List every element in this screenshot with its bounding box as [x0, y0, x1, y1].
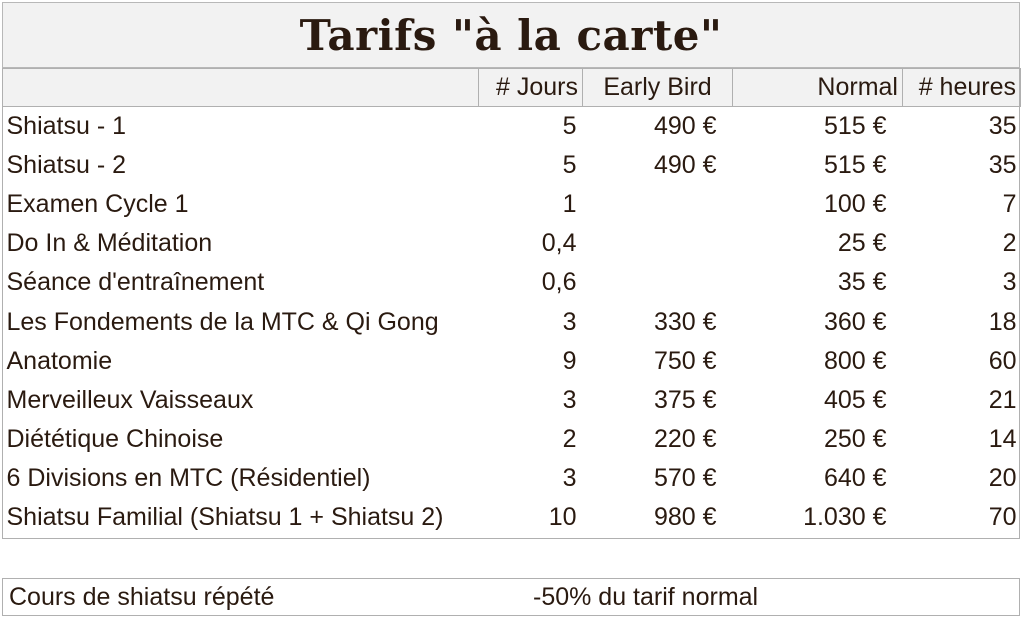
days-cell: 3 — [562, 385, 577, 414]
header-hours: # heures — [902, 68, 1021, 107]
table-row: Les Fondements de la MTC & Qi Gong 3 330 €… — [3, 302, 1021, 341]
days-cell: 5 — [562, 150, 577, 179]
hours-cell: 3 — [1002, 268, 1017, 297]
normal-price: 360 € — [823, 307, 887, 336]
course-name: Les Fondements de la MTC & Qi Gong — [6, 307, 439, 336]
early-bird-price: 570 € — [653, 464, 717, 493]
normal-price: 640 € — [823, 464, 887, 493]
days-cell: 0,6 — [541, 268, 577, 297]
early-bird-price: 980 € — [653, 503, 717, 532]
days-cell: 10 — [548, 503, 577, 532]
course-name: Merveilleux Vaisseaux — [6, 385, 254, 414]
hours-cell: 60 — [988, 346, 1017, 375]
normal-price: 25 € — [837, 229, 887, 258]
table-row: Merveilleux Vaisseaux 3 375 € 405 € 21 — [3, 381, 1021, 420]
hours-cell: 35 — [988, 150, 1017, 179]
course-name: Anatomie — [6, 346, 113, 375]
course-name: Séance d'entraînement — [6, 268, 265, 297]
header-course — [2, 68, 479, 107]
course-name: 6 Divisions en MTC (Résidentiel) — [6, 464, 371, 493]
normal-price: 515 € — [823, 111, 887, 140]
hours-cell: 2 — [1002, 229, 1017, 258]
course-name: Shiatsu - 1 — [6, 111, 127, 140]
hours-cell: 7 — [1002, 189, 1017, 218]
days-cell: 5 — [562, 111, 577, 140]
normal-price: 515 € — [823, 150, 887, 179]
days-cell: 0,4 — [541, 229, 577, 258]
page-title: Tarifs "à la carte" — [299, 10, 723, 60]
table-row: Shiatsu - 2 5 490 € 515 € 35 — [3, 146, 1021, 185]
table-row: Do In & Méditation 0,4 25 € 2 — [3, 224, 1021, 263]
hours-cell: 14 — [988, 425, 1017, 454]
header-early-bird: Early Bird — [582, 68, 733, 107]
price-table: # Jours Early Bird Normal # heures Shiat… — [2, 68, 1021, 538]
table-row: Shiatsu - 1 5 490 € 515 € 35 — [3, 107, 1021, 146]
table-row: 6 Divisions en MTC (Résidentiel) 3 570 € 64… — [3, 459, 1021, 498]
course-name: Diététique Chinoise — [6, 425, 224, 454]
title-banner: Tarifs "à la carte" — [2, 2, 1020, 68]
table-row: Shiatsu Familial (Shiatsu 1 + Shiatsu 2)… — [3, 498, 1021, 537]
table-body: Shiatsu - 1 5 490 € 515 € 35 Shiatsu - 2 5 490 … — [3, 107, 1021, 538]
early-bird-price: 220 € — [653, 425, 717, 454]
early-bird-price: 375 € — [653, 385, 717, 414]
early-bird-price — [583, 263, 733, 302]
repeat-course-note: Cours de shiatsu répété -50% du tarif no… — [2, 578, 1020, 616]
days-cell: 1 — [562, 189, 577, 218]
days-cell: 2 — [562, 425, 577, 454]
hours-cell: 70 — [988, 503, 1017, 532]
normal-price: 250 € — [823, 425, 887, 454]
course-name: Shiatsu - 2 — [6, 150, 127, 179]
table-header: # Jours Early Bird Normal # heures — [2, 68, 1021, 107]
early-bird-price — [583, 185, 733, 224]
note-value: -50% du tarif normal — [533, 582, 759, 611]
hours-cell: 20 — [988, 464, 1017, 493]
table-row: Séance d'entraînement 0,6 35 € 3 — [3, 263, 1021, 302]
days-cell: 9 — [562, 346, 577, 375]
hours-cell: 21 — [988, 385, 1017, 414]
course-name: Do In & Méditation — [6, 229, 213, 258]
table-row: Diététique Chinoise 2 220 € 250 € 14 — [3, 420, 1021, 459]
header-normal: Normal — [732, 68, 903, 107]
table-row: Examen Cycle 1 1 100 € 7 — [3, 185, 1021, 224]
early-bird-price: 330 € — [653, 307, 717, 336]
table-row: Anatomie 9 750 € 800 € 60 — [3, 342, 1021, 381]
early-bird-price: 490 € — [653, 111, 717, 140]
course-name: Examen Cycle 1 — [6, 189, 189, 218]
days-cell: 3 — [562, 307, 577, 336]
normal-price: 35 € — [837, 268, 887, 297]
normal-price: 405 € — [823, 385, 887, 414]
normal-price: 100 € — [823, 189, 887, 218]
note-label: Cours de shiatsu répété — [9, 582, 275, 611]
course-name: Shiatsu Familial (Shiatsu 1 + Shiatsu 2) — [6, 503, 444, 532]
hours-cell: 35 — [988, 111, 1017, 140]
normal-price: 1.030 € — [803, 503, 887, 532]
early-bird-price: 490 € — [653, 150, 717, 179]
header-row: # Jours Early Bird Normal # heures — [2, 68, 1021, 107]
header-days: # Jours — [478, 68, 583, 107]
early-bird-price: 750 € — [653, 346, 717, 375]
normal-price: 800 € — [823, 346, 887, 375]
hours-cell: 18 — [988, 307, 1017, 336]
days-cell: 3 — [562, 464, 577, 493]
early-bird-price — [583, 224, 733, 263]
